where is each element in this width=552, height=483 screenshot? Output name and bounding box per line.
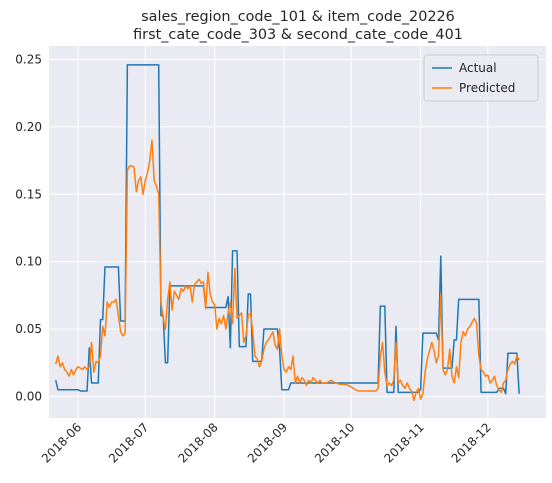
y-tick-label: 0.05 <box>15 322 42 336</box>
grid <box>49 46 546 418</box>
x-tick-label: 2018-07 <box>106 420 151 465</box>
x-tick-label: 2018-11 <box>381 420 426 465</box>
x-tick-label: 2018-08 <box>175 420 220 465</box>
x-tick-label: 2018-09 <box>245 420 290 465</box>
x-axis: 2018-06 2018-07 2018-08 2018-09 2018-10 2018-… <box>39 420 494 465</box>
series-lines <box>54 64 520 402</box>
series-line-predicted <box>54 139 520 402</box>
x-tick-label: 2018-10 <box>312 420 357 465</box>
legend-label-actual: Actual <box>459 61 497 75</box>
y-tick-label: 0.20 <box>15 120 42 134</box>
y-axis: 0.00 0.05 0.10 0.15 0.20 0.25 <box>15 52 42 403</box>
chart-title-line-1: sales_region_code_101 & item_code_20226 <box>141 9 455 25</box>
x-tick-label: 2018-12 <box>449 420 494 465</box>
y-tick-label: 0.00 <box>15 389 42 403</box>
plot-area <box>49 46 546 418</box>
y-tick-label: 0.10 <box>15 255 42 269</box>
legend: Actual Predicted <box>423 54 539 102</box>
chart-title-line-2: first_cate_code_303 & second_cate_code_4… <box>133 27 463 43</box>
y-tick-label: 0.15 <box>15 187 42 201</box>
legend-box <box>423 54 539 102</box>
legend-label-predicted: Predicted <box>459 81 515 95</box>
y-tick-label: 0.25 <box>15 52 42 66</box>
x-tick-label: 2018-06 <box>39 420 84 465</box>
